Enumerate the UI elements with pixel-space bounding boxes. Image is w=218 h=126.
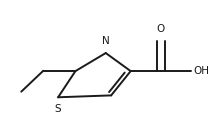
Text: O: O [157, 24, 165, 34]
Text: N: N [102, 36, 110, 46]
Text: S: S [55, 104, 61, 114]
Text: OH: OH [194, 66, 209, 76]
